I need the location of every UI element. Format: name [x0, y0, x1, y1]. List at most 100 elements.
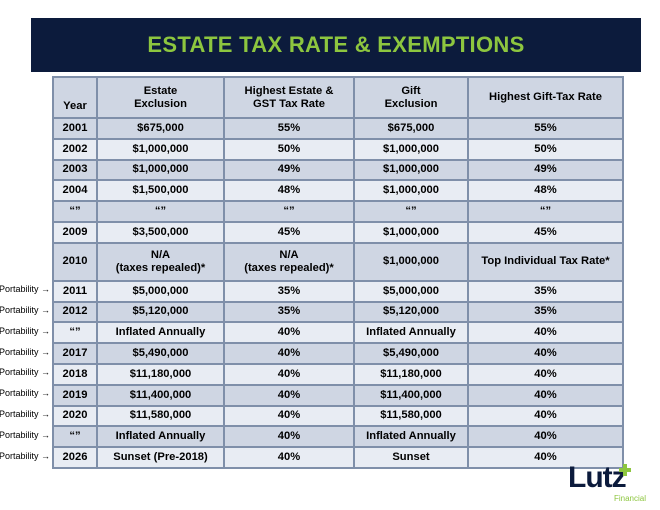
estate-exclusion-cell: $11,400,000 — [96, 383, 225, 407]
gift-exclusion-cell: $11,400,000 — [353, 383, 469, 407]
table-row: “” Inflated Annually 40% Inflated Annually 4… — [52, 425, 624, 449]
gift-rate-cell: 40% — [467, 321, 624, 345]
estate-exclusion-cell: $5,120,000 — [96, 300, 225, 324]
estate-rate-cell: “” — [223, 200, 355, 223]
estate-rate-cell: 40% — [223, 425, 355, 449]
table-row: 2020 $11,580,000 40% $11,580,000 40% — [52, 404, 624, 428]
year-cell: 2012 — [52, 300, 98, 324]
year-cell: 2026 — [52, 446, 98, 469]
estate-exclusion-cell: $5,000,000 — [96, 279, 225, 303]
gift-exclusion-cell: $1,000,000 — [353, 220, 469, 244]
estate-exclusion-cell: “” — [96, 200, 225, 223]
estate-rate-cell: 48% — [223, 179, 355, 203]
estate-rate-cell: 40% — [223, 446, 355, 469]
page-title: ESTATE TAX RATE & EXEMPTIONS — [147, 32, 525, 57]
year-cell: 2011 — [52, 279, 98, 303]
gift-rate-cell: 40% — [467, 404, 624, 428]
table-row: 2018 $11,180,000 40% $11,180,000 40% — [52, 362, 624, 386]
estate-exclusion-cell: $1,500,000 — [96, 179, 225, 203]
estate-exclusion-cell: $1,000,000 — [96, 158, 225, 182]
year-cell: 2019 — [52, 383, 98, 407]
portability-note: Portability → — [0, 284, 50, 295]
portability-note: Portability → — [0, 346, 50, 357]
gift-exclusion-cell: $11,180,000 — [353, 362, 469, 386]
gift-rate-cell: 40% — [467, 362, 624, 386]
estate-exclusion-cell: $675,000 — [96, 117, 225, 140]
year-cell: 2009 — [52, 220, 98, 244]
year-cell: 2004 — [52, 179, 98, 203]
gift-rate-cell: 50% — [467, 137, 624, 161]
gift-exclusion-cell: $675,000 — [353, 117, 469, 140]
year-cell: “” — [52, 425, 98, 449]
logo-word: Lutz — [568, 461, 627, 494]
header-row: Year Estate Exclusion Highest Estate & G… — [52, 76, 624, 119]
estate-rate-cell: 45% — [223, 220, 355, 244]
year-cell: 2020 — [52, 404, 98, 428]
year-cell: 2018 — [52, 362, 98, 386]
portability-note: Portability → — [0, 304, 50, 315]
portability-note: Portability → — [0, 429, 50, 440]
gift-exclusion-cell: $1,000,000 — [353, 179, 469, 203]
gift-rate-cell: 35% — [467, 279, 624, 303]
estate-exclusion-cell: Inflated Annually — [96, 321, 225, 345]
estate-rate-cell: 40% — [223, 404, 355, 428]
estate-rate-cell: 35% — [223, 300, 355, 324]
gift-rate-cell: 45% — [467, 220, 624, 244]
gift-rate-cell: 49% — [467, 158, 624, 182]
estate-exclusion-cell: $5,490,000 — [96, 342, 225, 365]
estate-exclusion-cell: $11,180,000 — [96, 362, 225, 386]
portability-note: Portability → — [0, 408, 50, 419]
gift-rate-cell: 48% — [467, 179, 624, 203]
table-row: 2011 $5,000,000 35% $5,000,000 35% — [52, 279, 624, 303]
year-cell: 2017 — [52, 342, 98, 365]
estate-rate-cell: 40% — [223, 362, 355, 386]
gift-rate-cell: 35% — [467, 300, 624, 324]
year-cell: “” — [52, 200, 98, 223]
estate-exclusion-cell: $3,500,000 — [96, 220, 225, 244]
gift-rate-cell: 40% — [467, 383, 624, 407]
gift-exclusion-cell: $1,000,000 — [353, 241, 469, 282]
gift-exclusion-cell: $1,000,000 — [353, 158, 469, 182]
lutz-logo: Lutz Financial — [568, 462, 648, 506]
table-row: 2012 $5,120,000 35% $5,120,000 35% — [52, 300, 624, 324]
estate-rate-cell: 49% — [223, 158, 355, 182]
table-row: “” Inflated Annually 40% Inflated Annually 4… — [52, 321, 624, 345]
logo-plus-icon — [619, 464, 631, 476]
gift-rate-cell: 40% — [467, 425, 624, 449]
year-cell: “” — [52, 321, 98, 345]
table-row: “” “” “” “” “” — [52, 200, 624, 223]
gift-exclusion-cell: Inflated Annually — [353, 425, 469, 449]
gift-rate-cell: 55% — [467, 117, 624, 140]
gift-exclusion-cell: $5,490,000 — [353, 342, 469, 365]
title-banner: ESTATE TAX RATE & EXEMPTIONS — [31, 18, 641, 72]
portability-note: Portability → — [0, 388, 50, 399]
portability-note: Portability → — [0, 367, 50, 378]
table-row: 2004 $1,500,000 48% $1,000,000 48% — [52, 179, 624, 203]
estate-rate-cell: 35% — [223, 279, 355, 303]
gift-exclusion-cell: $5,120,000 — [353, 300, 469, 324]
estate-rate-cell: 40% — [223, 321, 355, 345]
tax-table: Year Estate Exclusion Highest Estate & G… — [52, 76, 624, 469]
table-row: 2010 N/A (taxes repealed)* N/A (taxes repeal… — [52, 241, 624, 282]
year-cell: 2001 — [52, 117, 98, 140]
estate-exclusion-cell: $1,000,000 — [96, 137, 225, 161]
header-estate-exclusion: Estate Exclusion — [96, 76, 225, 119]
estate-exclusion-cell: Inflated Annually — [96, 425, 225, 449]
table-row: 2001 $675,000 55% $675,000 55% — [52, 117, 624, 140]
year-cell: 2002 — [52, 137, 98, 161]
table-row: 2017 $5,490,000 40% $5,490,000 40% — [52, 342, 624, 365]
gift-exclusion-cell: $5,000,000 — [353, 279, 469, 303]
estate-rate-cell: 40% — [223, 342, 355, 365]
table-row: 2003 $1,000,000 49% $1,000,000 49% — [52, 158, 624, 182]
header-gift-rate: Highest Gift-Tax Rate — [467, 76, 624, 119]
gift-rate-cell: 40% — [467, 446, 624, 469]
estate-rate-cell: 50% — [223, 137, 355, 161]
gift-rate-cell: “” — [467, 200, 624, 223]
table-row: 2019 $11,400,000 40% $11,400,000 40% — [52, 383, 624, 407]
estate-exclusion-cell: Sunset (Pre-2018) — [96, 446, 225, 469]
tax-table-wrapper: Year Estate Exclusion Highest Estate & G… — [52, 76, 624, 469]
header-estate-rate: Highest Estate & GST Tax Rate — [223, 76, 355, 119]
header-gift-exclusion: Gift Exclusion — [353, 76, 469, 119]
gift-rate-cell: Top Individual Tax Rate* — [467, 241, 624, 282]
table-row: 2009 $3,500,000 45% $1,000,000 45% — [52, 220, 624, 244]
